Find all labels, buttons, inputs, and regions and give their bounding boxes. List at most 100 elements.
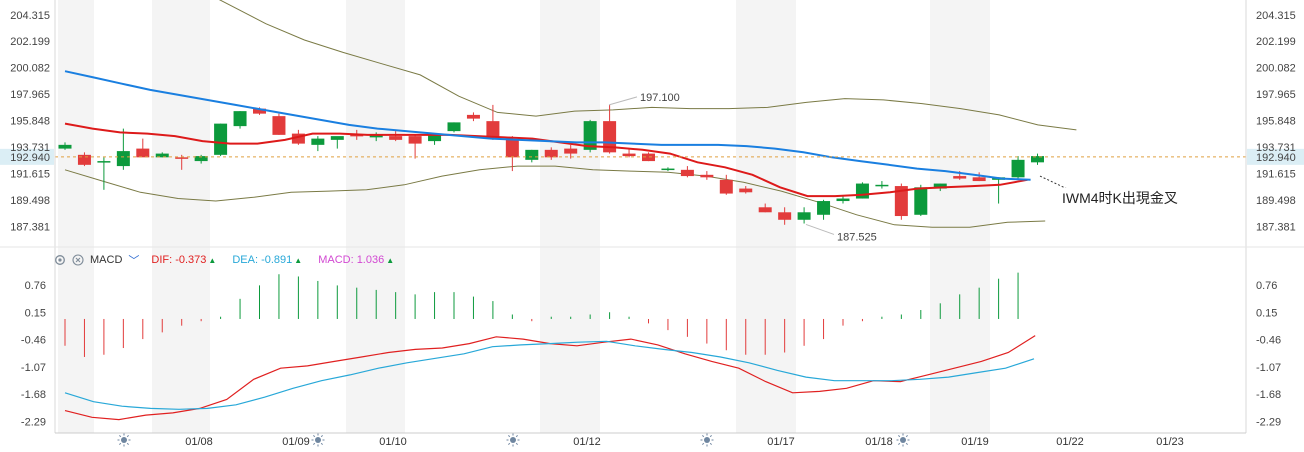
- session-shading: [58, 0, 990, 433]
- y-tick-right: 195.848: [1256, 116, 1296, 128]
- gear-icon[interactable]: [54, 254, 66, 266]
- candle-body: [972, 177, 986, 182]
- dea-line: [64, 340, 1035, 410]
- y-tick-left: 200.082: [10, 63, 50, 75]
- y-tick-right: 187.381: [1256, 221, 1296, 233]
- x-tick-label: 01/22: [1056, 436, 1084, 448]
- macd-value: MACD: 1.036 ▲: [318, 254, 395, 266]
- candle-body: [1031, 156, 1044, 163]
- candles[interactable]: [58, 104, 1045, 225]
- candle-body: [155, 153, 169, 158]
- annotation-text: IWM4时K出現金叉: [1062, 188, 1212, 208]
- sun-icon: [896, 433, 910, 447]
- candle-body: [836, 198, 850, 202]
- session-shade-5: [930, 0, 990, 433]
- y-tick-left: 193.731: [10, 142, 50, 154]
- candle-body: [486, 121, 500, 139]
- y-tick-right: 197.965: [1256, 89, 1296, 101]
- x-tick-label: 01/09: [282, 436, 310, 448]
- macd-header: MACD ﹀ DIF: -0.373 ▲ DEA: -0.891 ▲ MACD: 1…: [54, 251, 404, 269]
- session-shade-3: [540, 0, 600, 433]
- y-tick-right: 200.082: [1256, 63, 1296, 75]
- moving-averages: [64, 70, 1031, 198]
- close-icon[interactable]: [72, 254, 84, 266]
- candle-body: [875, 184, 889, 187]
- candle-body: [622, 153, 636, 157]
- chevron-down-icon[interactable]: ﹀: [128, 255, 140, 267]
- macd-tick-left: 0.15: [25, 307, 46, 319]
- candle-body: [680, 169, 694, 177]
- y-tick-left: 195.848: [10, 116, 50, 128]
- candle-body: [544, 149, 558, 158]
- y-tick-right: 204.315: [1256, 10, 1296, 22]
- sun-icon: [117, 433, 131, 447]
- candle-body: [77, 154, 91, 165]
- candle-body: [175, 157, 189, 159]
- y-tick-right: 191.615: [1256, 168, 1296, 180]
- sun-icon: [506, 433, 520, 447]
- candle-body: [797, 212, 811, 220]
- candle-body: [311, 138, 325, 145]
- macd-tick-right: 0.76: [1256, 280, 1277, 292]
- x-tick-label: 01/19: [961, 436, 989, 448]
- sun-icon: [700, 433, 714, 447]
- bollinger-bands: [64, 0, 1077, 228]
- y-tick-left: 191.615: [10, 168, 50, 180]
- dea-value: DEA: -0.891 ▲: [232, 254, 303, 266]
- macd-tick-left: -1.07: [21, 362, 46, 374]
- candle-body: [953, 176, 967, 179]
- current-price-left: 192.940: [10, 152, 50, 164]
- candle-body: [291, 133, 305, 144]
- macd-tick-left: 0.76: [25, 280, 46, 292]
- y-tick-left: 197.965: [10, 89, 50, 101]
- macd-tick-left: -1.68: [21, 389, 46, 401]
- candle-body: [719, 179, 733, 194]
- low-leader: [805, 223, 835, 235]
- price-badge-right: [1247, 148, 1304, 165]
- x-tick-label: 01/17: [767, 436, 795, 448]
- candle-body: [136, 148, 150, 158]
- macd-histogram: [64, 272, 1019, 357]
- candle-body: [739, 188, 753, 193]
- x-tick-label: 01/23: [1156, 436, 1184, 448]
- y-tick-left: 202.199: [10, 36, 50, 48]
- macd-tick-right: 0.15: [1256, 307, 1277, 319]
- y-tick-left: 189.498: [10, 195, 50, 207]
- x-tick-label: 01/08: [185, 436, 213, 448]
- price-badge-left: [0, 148, 54, 165]
- session-shade-1: [152, 0, 210, 433]
- x-tick-label: 01/18: [865, 436, 893, 448]
- candle-body: [272, 116, 286, 135]
- candle-body: [894, 186, 908, 217]
- candle-body: [466, 114, 480, 119]
- candle-body: [389, 136, 403, 140]
- axes: 204.315 204.315 202.199 202.199 200.082 200.0…: [0, 0, 1304, 434]
- candle-body: [408, 136, 422, 144]
- low-label: 187.525: [837, 231, 877, 243]
- indicator-title: MACD: [90, 254, 123, 266]
- high-leader: [608, 96, 638, 106]
- macd-tick-right: -1.07: [1256, 362, 1281, 374]
- candle-body: [116, 151, 130, 167]
- candle-body: [428, 133, 442, 142]
- candle-body: [350, 134, 364, 137]
- candle-body: [194, 156, 208, 162]
- macd-tick-right: -0.46: [1256, 335, 1281, 347]
- candle-body: [778, 212, 792, 220]
- candle-body: [330, 136, 344, 140]
- candle-body: [817, 201, 831, 215]
- macd-lines: [64, 335, 1036, 421]
- macd-tick-right: -2.29: [1256, 416, 1281, 428]
- candle-body: [661, 168, 675, 171]
- candle-body: [214, 123, 228, 155]
- price-line: 192.940 192.940 197.100 187.525: [0, 92, 1304, 243]
- session-shade-0: [58, 0, 94, 433]
- bollinger-upper: [218, 0, 1077, 131]
- candle-body: [642, 153, 655, 162]
- macd-tick-left: -2.29: [21, 416, 46, 428]
- x-axis: 01/08 01/09 01/10 01/12 01/17 01/18 01/19 01/22…: [117, 433, 1184, 448]
- candle-body: [700, 174, 714, 178]
- candle-body: [855, 183, 869, 199]
- current-price-right: 192.940: [1256, 152, 1296, 164]
